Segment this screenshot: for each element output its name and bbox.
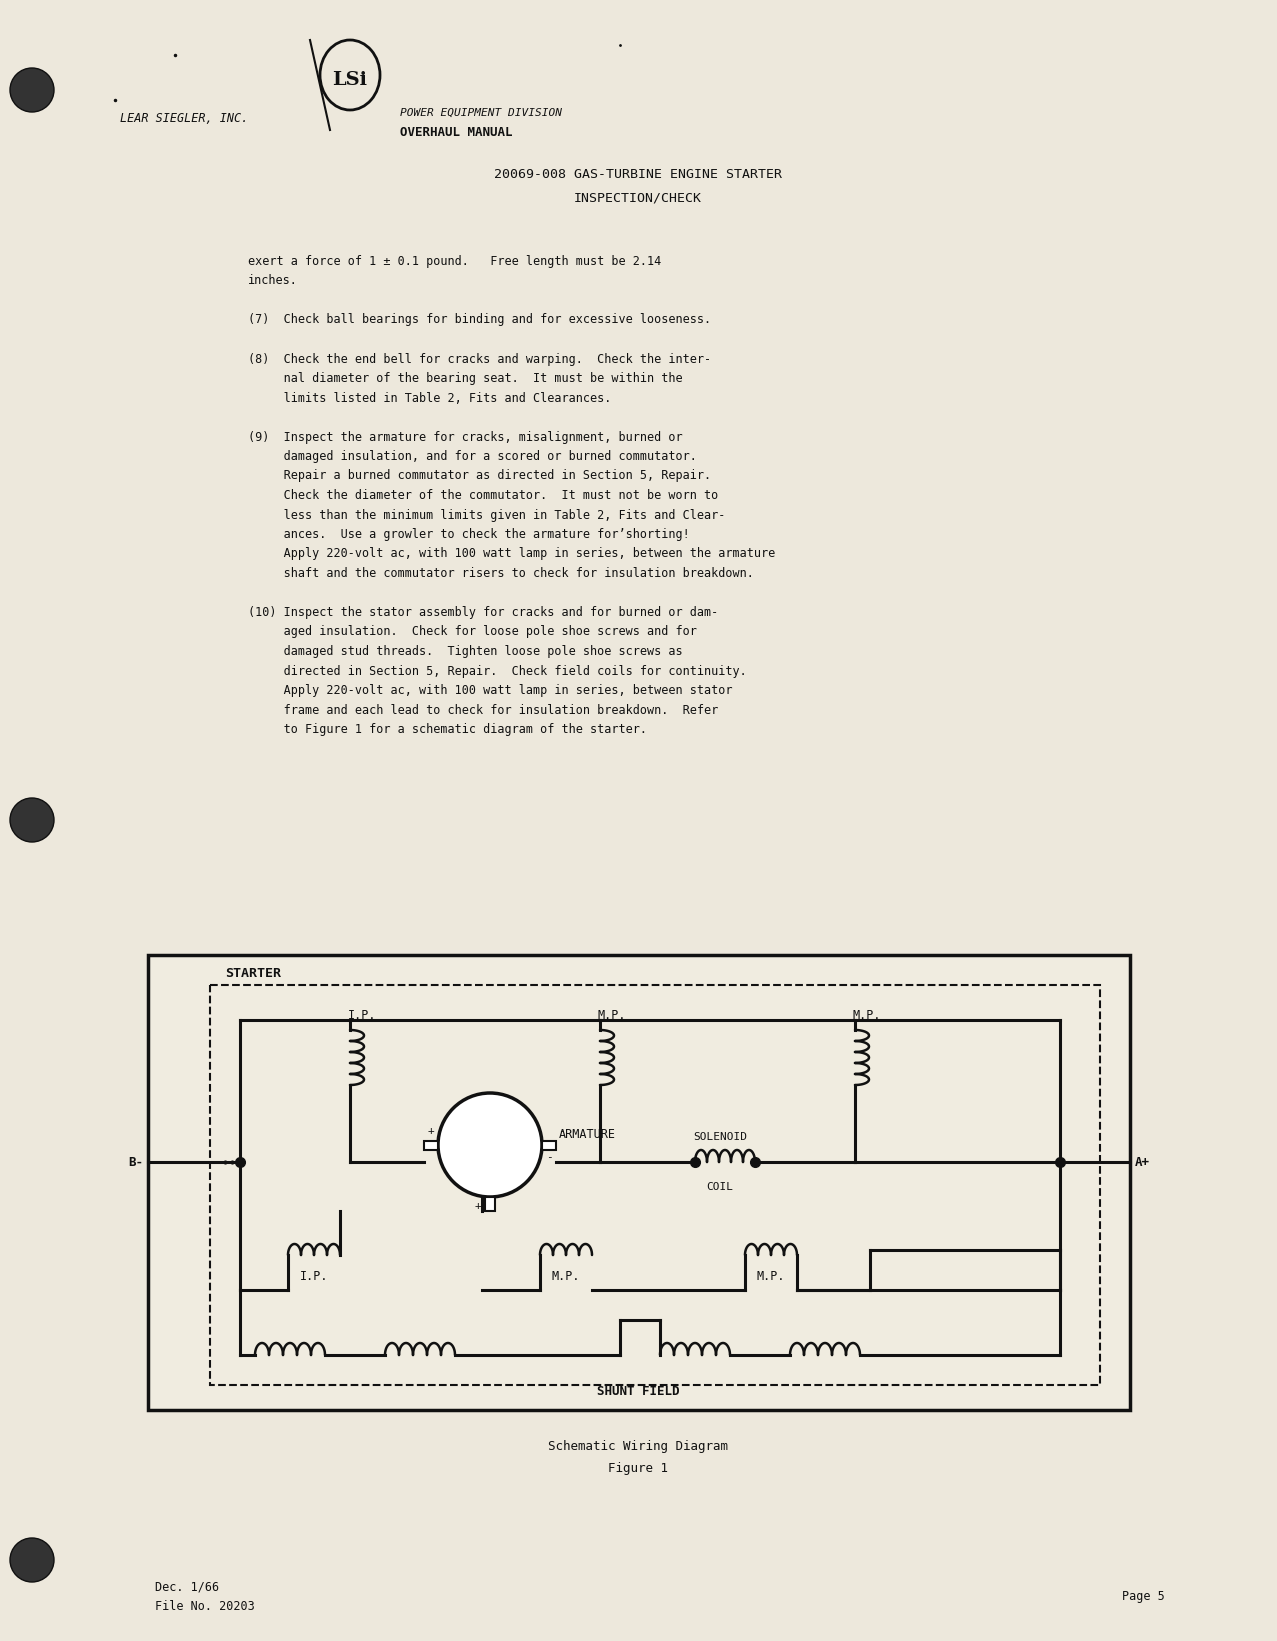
- Text: SOLENOID: SOLENOID: [693, 1132, 747, 1142]
- Text: M.P.: M.P.: [552, 1270, 580, 1283]
- Text: (7)  Check ball bearings for binding and for excessive looseness.: (7) Check ball bearings for binding and …: [248, 313, 711, 327]
- Text: COIL: COIL: [706, 1182, 733, 1191]
- Text: STARTER: STARTER: [225, 967, 281, 980]
- Bar: [485, 1196, 495, 1211]
- Text: INSPECTION/CHECK: INSPECTION/CHECK: [573, 192, 702, 205]
- Text: LSi: LSi: [332, 71, 368, 89]
- Text: OVERHAUL MANUAL: OVERHAUL MANUAL: [400, 126, 512, 139]
- Text: damaged insulation, and for a scored or burned commutator.: damaged insulation, and for a scored or …: [248, 450, 697, 463]
- Text: aged insulation.  Check for loose pole shoe screws and for: aged insulation. Check for loose pole sh…: [248, 625, 697, 638]
- Text: directed in Section 5, Repair.  Check field coils for continuity.: directed in Section 5, Repair. Check fie…: [248, 665, 747, 678]
- Text: shaft and the commutator risers to check for insulation breakdown.: shaft and the commutator risers to check…: [248, 568, 753, 579]
- Text: File No. 20203: File No. 20203: [155, 1600, 254, 1613]
- Text: ARMATURE: ARMATURE: [559, 1129, 616, 1142]
- Text: LEAR SIEGLER, INC.: LEAR SIEGLER, INC.: [120, 112, 248, 125]
- Text: -: -: [545, 1152, 553, 1162]
- Bar: [148, 955, 1130, 1410]
- Text: (8)  Check the end bell for cracks and warping.  Check the inter-: (8) Check the end bell for cracks and wa…: [248, 353, 711, 366]
- Text: M.P.: M.P.: [757, 1270, 785, 1283]
- Circle shape: [10, 1538, 54, 1582]
- Text: POWER EQUIPMENT DIVISION: POWER EQUIPMENT DIVISION: [400, 108, 562, 118]
- Text: -: -: [558, 1126, 564, 1137]
- Text: SHUNT FIELD: SHUNT FIELD: [596, 1385, 679, 1398]
- Text: (10) Inspect the stator assembly for cracks and for burned or dam-: (10) Inspect the stator assembly for cra…: [248, 606, 718, 619]
- Text: inches.: inches.: [248, 274, 298, 287]
- Text: Schematic Wiring Diagram: Schematic Wiring Diagram: [548, 1441, 728, 1452]
- Text: to Figure 1 for a schematic diagram of the starter.: to Figure 1 for a schematic diagram of t…: [248, 724, 647, 737]
- Text: ances.  Use a growler to check the armature for’shorting!: ances. Use a growler to check the armatu…: [248, 528, 690, 542]
- Bar: [209, 985, 1099, 1385]
- Circle shape: [438, 1093, 541, 1196]
- Text: Apply 220-volt ac, with 100 watt lamp in series, between stator: Apply 220-volt ac, with 100 watt lamp in…: [248, 684, 733, 697]
- Text: Page 5: Page 5: [1122, 1590, 1165, 1603]
- Text: Repair a burned commutator as directed in Section 5, Repair.: Repair a burned commutator as directed i…: [248, 469, 711, 482]
- Text: Apply 220-volt ac, with 100 watt lamp in series, between the armature: Apply 220-volt ac, with 100 watt lamp in…: [248, 548, 775, 561]
- Text: 20069-008 GAS-TURBINE ENGINE STARTER: 20069-008 GAS-TURBINE ENGINE STARTER: [494, 169, 782, 182]
- Circle shape: [10, 67, 54, 112]
- Text: (9)  Inspect the armature for cracks, misalignment, burned or: (9) Inspect the armature for cracks, mis…: [248, 430, 683, 443]
- Text: exert a force of 1 ± 0.1 pound.   Free length must be 2.14: exert a force of 1 ± 0.1 pound. Free len…: [248, 254, 661, 267]
- Bar: [541, 1140, 555, 1149]
- Text: I.P.: I.P.: [347, 1009, 377, 1022]
- Circle shape: [10, 798, 54, 842]
- Text: I.P.: I.P.: [300, 1270, 328, 1283]
- Text: Dec. 1/66: Dec. 1/66: [155, 1580, 220, 1593]
- Text: nal diameter of the bearing seat.  It must be within the: nal diameter of the bearing seat. It mus…: [248, 373, 683, 386]
- Text: Check the diameter of the commutator.  It must not be worn to: Check the diameter of the commutator. It…: [248, 489, 718, 502]
- Text: A+: A+: [1135, 1155, 1151, 1168]
- Text: limits listed in Table 2, Fits and Clearances.: limits listed in Table 2, Fits and Clear…: [248, 392, 612, 404]
- Text: +: +: [475, 1201, 481, 1211]
- Text: less than the minimum limits given in Table 2, Fits and Clear-: less than the minimum limits given in Ta…: [248, 509, 725, 522]
- Text: +: +: [428, 1126, 434, 1137]
- Text: B-: B-: [128, 1155, 143, 1168]
- Text: M.P.: M.P.: [598, 1009, 626, 1022]
- Text: Figure 1: Figure 1: [608, 1462, 668, 1475]
- Bar: [424, 1140, 438, 1149]
- Text: M.P.: M.P.: [853, 1009, 881, 1022]
- Text: frame and each lead to check for insulation breakdown.  Refer: frame and each lead to check for insulat…: [248, 704, 718, 717]
- Text: damaged stud threads.  Tighten loose pole shoe screws as: damaged stud threads. Tighten loose pole…: [248, 645, 683, 658]
